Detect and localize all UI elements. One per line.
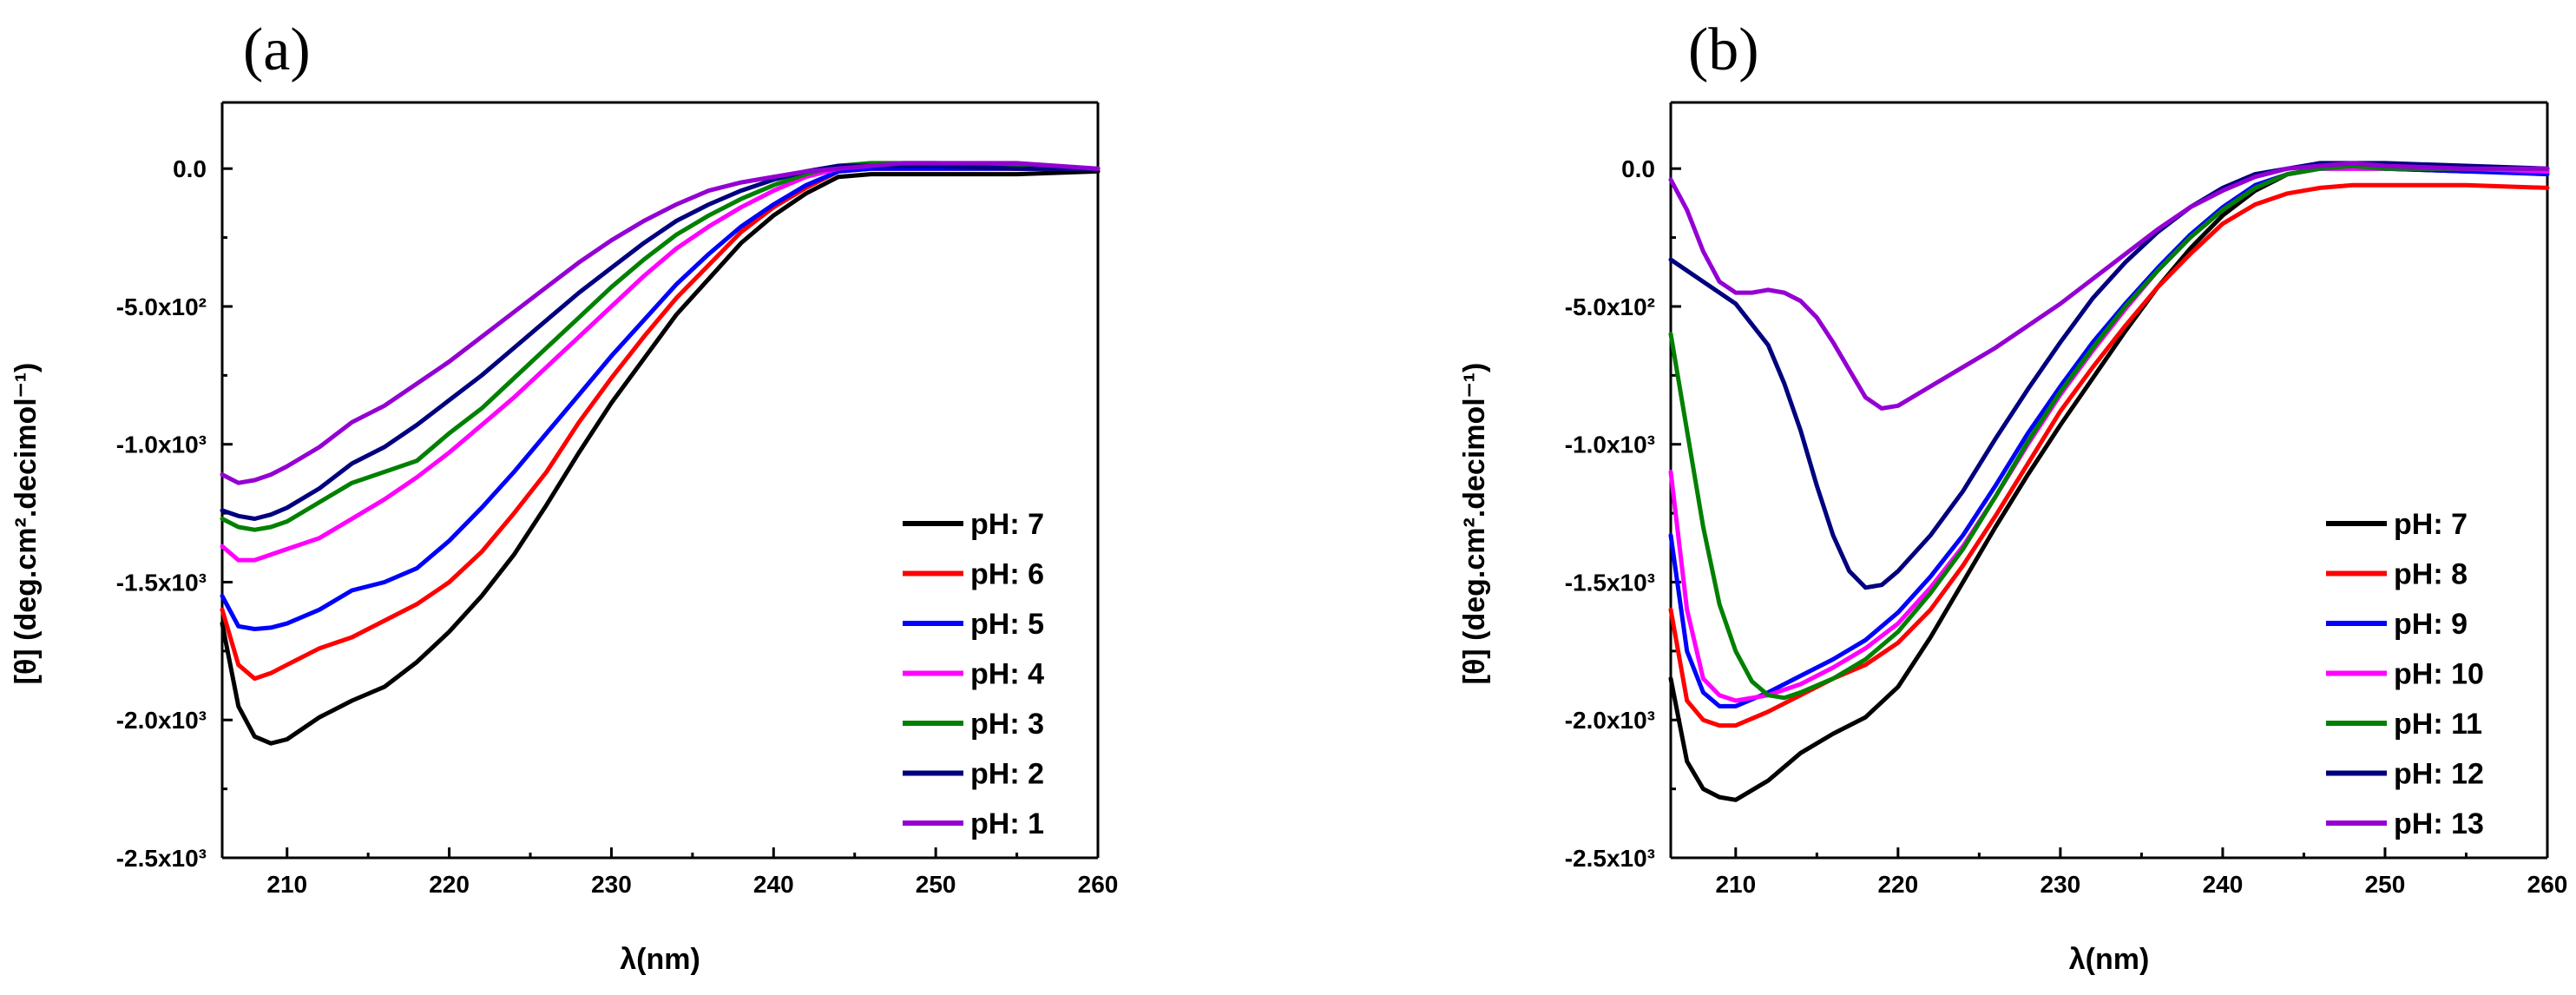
panel-a-series-line-7 [220,168,1101,746]
panel-a-y-tick-label: 0.0 [173,155,207,182]
panel-a-legend-label: pH: 1 [970,807,1044,840]
panel-a-x-tick-label-240: 240 [753,871,794,898]
panel-a-y-tick-label: -5.0x10² [116,293,207,320]
panel-b-y-tick-label: -2.5x10³ [1565,845,1655,872]
panel-a-series-line-1 [220,161,1101,485]
panel-b-x-tick-label-210: 210 [1715,871,1756,898]
panel-a-legend-label: pH: 7 [970,508,1044,541]
panel-b-x-tick-label-250: 250 [2365,871,2406,898]
panel-b-y-tick-label: 0.0 [1621,155,1655,182]
panel-a-legend-label: pH: 2 [970,758,1044,791]
panel-b-legend-label: pH: 11 [2394,708,2482,741]
panel-b-ticks: 210 220 230 240 250 260 0.0 -5.0x10² -1.0x10³ -1.… [1565,155,2568,898]
panel-b-legend-label: pH: 10 [2394,658,2484,691]
panel-a-ticks: 210 220 230 240 250 260 0.0 -5.0x10² -1.0x10³ -1.… [116,155,1119,898]
panel-b-legend-label: pH: 13 [2394,807,2484,840]
panel-b-series-group [1668,161,2550,802]
panel-a-y-tick-label: -1.0x10³ [116,432,207,458]
panel-a-x-tick-label-220: 220 [429,871,470,898]
panel-a-x-tick-label-230: 230 [591,871,632,898]
panel-b-legend-label: pH: 8 [2394,558,2468,591]
panel-b-x-tick-label-220: 220 [1877,871,1918,898]
panel-b-x-tick-label-260: 260 [2527,871,2568,898]
panel-b-legend-label: pH: 7 [2394,508,2468,541]
panel-b-legend: pH: 7 pH: 8 pH: 9 pH: 10 pH: 11 pH: 12 pH: 13 [2326,508,2484,840]
panel-a-legend-label: pH: 6 [970,558,1044,591]
panel-b-y-tick-label: -1.5x10³ [1565,569,1655,596]
panel-b-x-tick-label-230: 230 [2040,871,2081,898]
panel-a-x-axis-title: λ(nm) [620,943,700,976]
panel-a-y-tick-label: -2.5x10³ [116,845,207,872]
panel-b-series-line-8 [1668,182,2550,728]
panel-a-series-group [220,161,1101,746]
panel-a-y-tick-label: -1.5x10³ [116,569,207,596]
panel-b-legend-label: pH: 9 [2394,608,2468,641]
panel-b-y-tick-label: -5.0x10² [1565,293,1655,320]
chart-panel-b: (b) 210 220 230 240 250 260 0.0 -5.0x10² -1.0x10… [1458,16,2567,976]
panel-a-x-tick-label-250: 250 [916,871,956,898]
panel-b-x-axis-title: λ(nm) [2069,943,2150,976]
panel-b-series-line-11 [1668,163,2550,701]
panel-a-y-tick-label: -2.0x10³ [116,707,207,734]
panel-b-label: (b) [1688,16,1759,83]
panel-a-x-tick-label-260: 260 [1078,871,1119,898]
panel-b-x-tick-label-240: 240 [2203,871,2244,898]
panel-a-legend-label: pH: 4 [970,658,1044,691]
panel-b-y-tick-label: -1.0x10³ [1565,432,1655,458]
panel-a-series-line-5 [220,166,1101,631]
panel-a-legend-label: pH: 5 [970,608,1044,641]
panel-b-y-tick-label: -2.0x10³ [1565,707,1655,734]
panel-a-y-axis-title: [θ] (deg.cm².decimol⁻¹) [10,363,43,685]
panel-a-x-tick-label-210: 210 [266,871,307,898]
panel-a-label: (a) [243,16,311,83]
panel-a-legend-label: pH: 3 [970,708,1044,741]
chart-panel-a: (a) 210 220 230 240 250 260 0.0 -5.0x10² -1.0x10… [10,16,1118,976]
panel-b-series-line-13 [1668,161,2550,411]
panel-b-y-axis-title: [θ] (deg.cm².decimol⁻¹) [1458,363,1491,685]
panel-b-legend-label: pH: 12 [2394,758,2484,791]
panel-a-legend: pH: 7 pH: 6 pH: 5 pH: 4 pH: 3 pH: 2 pH: 1 [903,508,1044,840]
